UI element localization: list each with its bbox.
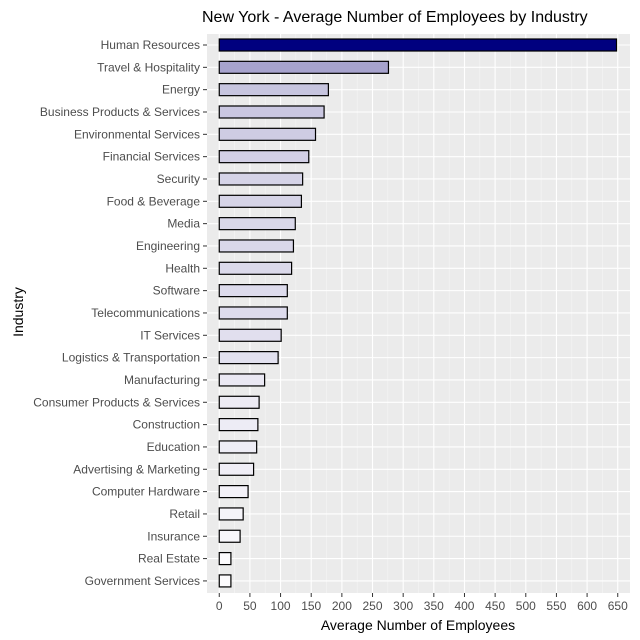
y-tick-label: Logistics & Transportation	[62, 351, 200, 365]
bar	[218, 194, 303, 208]
y-tick-label: Travel & Hospitality	[97, 60, 200, 74]
bar	[218, 462, 255, 476]
bar	[218, 38, 618, 52]
bar	[218, 440, 258, 454]
y-axis-ticks: Human Resources Travel & Hospitality Energ…	[33, 38, 207, 588]
bar	[218, 507, 244, 521]
x-tick-label: 450	[485, 599, 505, 613]
bar	[218, 172, 304, 186]
y-tick-label: Human Resources	[101, 38, 200, 52]
bar	[218, 529, 241, 543]
y-tick-label: Telecommunications	[91, 306, 200, 320]
bar	[218, 418, 259, 432]
y-tick-label: Consumer Products & Services	[33, 395, 200, 409]
y-tick-label: Insurance	[147, 529, 200, 543]
y-tick-label: Engineering	[136, 239, 200, 253]
y-tick-label: Financial Services	[103, 150, 200, 164]
bar	[218, 83, 329, 97]
bar	[218, 60, 390, 74]
y-tick-label: IT Services	[140, 328, 200, 342]
y-tick-label: Education	[147, 440, 200, 454]
y-tick-label: Software	[153, 284, 201, 298]
bar	[218, 485, 249, 499]
y-tick-label: Environmental Services	[74, 127, 200, 141]
y-tick-label: Advertising & Marketing	[73, 462, 200, 476]
y-tick-label: Real Estate	[138, 552, 200, 566]
x-tick-label: 250	[363, 599, 383, 613]
bar	[218, 127, 317, 141]
x-axis-title: Average Number of Employees	[321, 617, 515, 633]
x-tick-label: 100	[271, 599, 291, 613]
y-tick-label: Business Products & Services	[40, 105, 200, 119]
x-tick-label: 350	[424, 599, 444, 613]
bar	[218, 150, 310, 164]
bar	[218, 306, 288, 320]
y-tick-label: Energy	[162, 83, 200, 97]
bar	[218, 351, 279, 365]
x-tick-label: 550	[546, 599, 566, 613]
bar	[218, 239, 295, 253]
x-tick-label: 200	[332, 599, 352, 613]
bar	[218, 217, 296, 231]
bar	[218, 395, 260, 409]
y-tick-label: Health	[165, 261, 200, 275]
y-tick-label: Security	[157, 172, 200, 186]
y-tick-label: Construction	[133, 418, 200, 432]
x-tick-label: 50	[243, 599, 257, 613]
y-tick-label: Food & Beverage	[107, 194, 201, 208]
bar	[218, 328, 282, 342]
x-tick-label: 650	[608, 599, 628, 613]
x-tick-label: 600	[577, 599, 597, 613]
bar	[218, 373, 266, 387]
bar	[218, 551, 232, 566]
y-tick-label: Computer Hardware	[92, 485, 200, 499]
y-tick-label: Retail	[169, 507, 200, 521]
y-tick-label: Media	[167, 217, 200, 231]
chart-title: New York - Average Number of Employees b…	[202, 9, 588, 26]
bars	[218, 38, 618, 588]
bar	[218, 284, 288, 298]
y-tick-label: Manufacturing	[124, 373, 200, 387]
x-tick-label: 500	[516, 599, 536, 613]
x-axis-ticks: 0 50 100 150 200 250 300 350 400 450 500 550 600 650	[216, 593, 628, 613]
x-tick-label: 400	[454, 599, 474, 613]
x-tick-label: 300	[393, 599, 413, 613]
x-tick-label: 0	[216, 599, 223, 613]
bar	[218, 261, 293, 275]
bar	[218, 574, 232, 588]
bar	[218, 105, 325, 119]
x-tick-label: 150	[301, 599, 321, 613]
gridlines	[207, 34, 630, 593]
y-axis-title: Industry	[10, 287, 26, 337]
y-tick-label: Government Services	[85, 574, 200, 588]
